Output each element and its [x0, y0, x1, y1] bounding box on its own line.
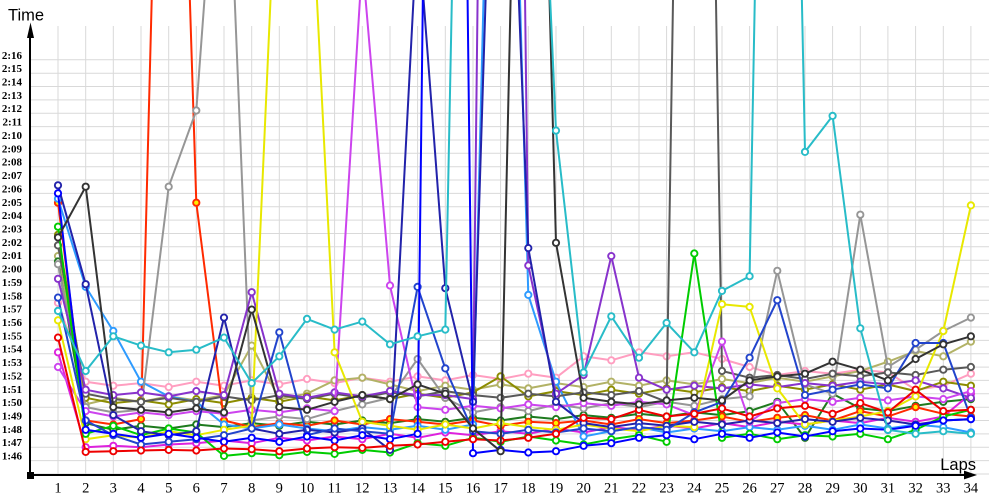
- svg-text:5: 5: [165, 481, 172, 497]
- svg-text:33: 33: [936, 481, 951, 497]
- svg-text:18: 18: [521, 481, 536, 497]
- svg-text:2:09: 2:09: [2, 143, 23, 155]
- svg-text:2:03: 2:03: [2, 224, 23, 236]
- svg-text:2:10: 2:10: [2, 130, 23, 142]
- svg-text:1:49: 1:49: [2, 411, 23, 423]
- svg-text:6: 6: [193, 481, 200, 497]
- svg-text:1:48: 1:48: [2, 424, 23, 436]
- svg-text:1:46: 1:46: [2, 451, 23, 463]
- svg-text:23: 23: [659, 481, 674, 497]
- svg-text:16: 16: [466, 481, 481, 497]
- svg-text:7: 7: [220, 481, 227, 497]
- svg-text:1:56: 1:56: [2, 317, 23, 329]
- svg-text:2:00: 2:00: [2, 264, 23, 276]
- svg-text:2:01: 2:01: [2, 250, 22, 262]
- svg-text:2:04: 2:04: [2, 210, 23, 222]
- svg-text:29: 29: [825, 481, 840, 497]
- svg-text:1:53: 1:53: [2, 357, 23, 369]
- svg-text:22: 22: [632, 481, 647, 497]
- svg-text:1:58: 1:58: [2, 290, 23, 302]
- svg-text:13: 13: [383, 481, 398, 497]
- svg-text:8: 8: [248, 481, 255, 497]
- svg-text:2:08: 2:08: [2, 157, 23, 169]
- svg-text:9: 9: [276, 481, 283, 497]
- svg-text:1:55: 1:55: [2, 330, 23, 342]
- svg-text:Time: Time: [8, 7, 44, 25]
- svg-text:1:47: 1:47: [2, 437, 23, 449]
- svg-text:2:07: 2:07: [2, 170, 23, 182]
- svg-text:2:12: 2:12: [2, 103, 23, 115]
- svg-text:19: 19: [549, 481, 564, 497]
- svg-text:14: 14: [410, 481, 425, 497]
- svg-text:12: 12: [355, 481, 370, 497]
- svg-text:3: 3: [110, 481, 117, 497]
- svg-text:24: 24: [687, 481, 702, 497]
- svg-text:17: 17: [493, 481, 508, 497]
- svg-text:2:05: 2:05: [2, 197, 23, 209]
- svg-text:25: 25: [715, 481, 730, 497]
- svg-text:1:57: 1:57: [2, 304, 23, 316]
- svg-text:1:50: 1:50: [2, 397, 23, 409]
- svg-text:2:16: 2:16: [2, 50, 23, 62]
- svg-text:20: 20: [576, 481, 591, 497]
- svg-text:2:06: 2:06: [2, 183, 23, 195]
- svg-text:26: 26: [742, 481, 757, 497]
- svg-text:2:11: 2:11: [2, 117, 22, 129]
- svg-text:1:51: 1:51: [2, 384, 22, 396]
- svg-text:28: 28: [798, 481, 813, 497]
- svg-text:27: 27: [770, 481, 785, 497]
- svg-text:30: 30: [853, 481, 868, 497]
- svg-text:1:54: 1:54: [2, 344, 23, 356]
- svg-text:21: 21: [604, 481, 619, 497]
- svg-text:10: 10: [300, 481, 315, 497]
- svg-text:2:14: 2:14: [2, 77, 23, 89]
- svg-text:2:15: 2:15: [2, 63, 23, 75]
- svg-text:32: 32: [908, 481, 923, 497]
- svg-text:2: 2: [82, 481, 89, 497]
- svg-text:11: 11: [328, 481, 342, 497]
- svg-text:1:52: 1:52: [2, 370, 23, 382]
- svg-text:31: 31: [881, 481, 896, 497]
- svg-text:Laps: Laps: [940, 456, 976, 474]
- svg-text:4: 4: [137, 481, 145, 497]
- svg-text:2:13: 2:13: [2, 90, 23, 102]
- svg-text:15: 15: [438, 481, 453, 497]
- svg-text:1: 1: [54, 481, 61, 497]
- svg-text:1:59: 1:59: [2, 277, 23, 289]
- svg-text:34: 34: [964, 481, 979, 497]
- svg-text:2:02: 2:02: [2, 237, 23, 249]
